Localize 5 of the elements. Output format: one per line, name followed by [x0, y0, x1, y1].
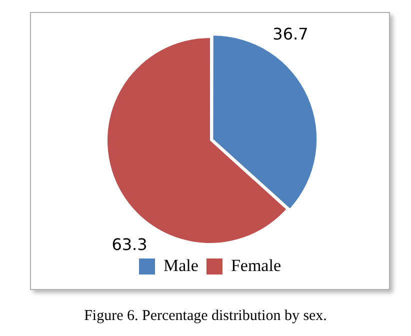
- data-label: 36.7: [272, 24, 308, 44]
- caption: Figure 6. Percentage distribution by sex.: [83, 308, 328, 325]
- data-label: 63.3: [112, 234, 148, 254]
- legend-label: Male: [164, 256, 198, 275]
- legend-label: Female: [230, 256, 281, 275]
